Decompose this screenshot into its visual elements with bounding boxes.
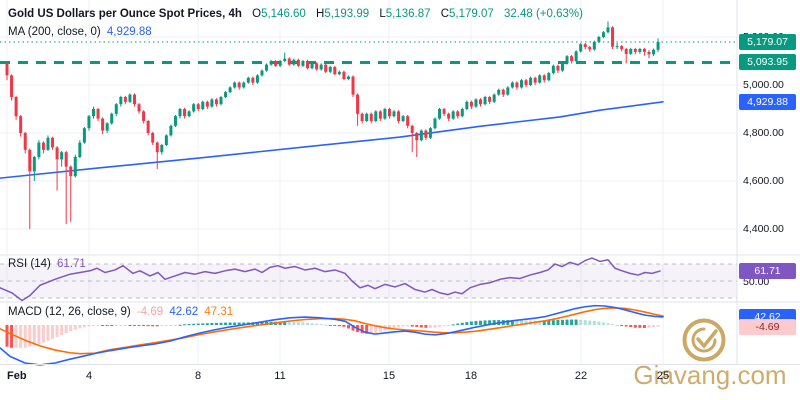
ma-price-badge: 4,929.88 (739, 93, 796, 110)
price-tick-label: 4,600.00 (743, 175, 784, 187)
high-label: H (316, 8, 325, 20)
macd-hist-value: -4.69 (136, 306, 164, 318)
ma-value: 4,929.88 (106, 26, 152, 38)
price-tick-label: 4,800.00 (743, 127, 784, 139)
macd-label: MACD (12, 26, close, 9) (8, 306, 131, 318)
close-label: C (440, 8, 449, 20)
rsi-label: RSI (14) (8, 258, 51, 270)
rsi-value-badge: 61.71 (739, 263, 796, 280)
low-label: L (379, 8, 386, 20)
time-tick-label: 25 (656, 370, 670, 382)
time-tick-label: 18 (464, 370, 478, 382)
alert-level-badge: 5,093.95 (739, 54, 796, 71)
ma-label: MA (200, close, 0) (8, 26, 101, 38)
time-tick-label: 11 (274, 370, 286, 382)
change-value: 32.48 (+0.63%) (503, 8, 583, 20)
time-tick-label: 22 (574, 370, 588, 382)
close-value: 5,179.07 (449, 8, 494, 20)
rsi-value: 61.71 (57, 258, 86, 270)
macd-line-value: 42.62 (169, 306, 199, 318)
macd-legend-row[interactable]: MACD (12, 26, close, 9) -4.69 42.62 47.3… (8, 306, 233, 318)
open-label: O (252, 8, 262, 20)
high-value: 5,193.99 (324, 8, 370, 20)
symbol-title: Gold US Dollars per Ounce Spot Prices, 4… (8, 8, 242, 20)
low-value: 5,136.87 (385, 8, 431, 20)
symbol-legend-row[interactable]: Gold US Dollars per Ounce Spot Prices, 4… (8, 8, 583, 20)
macd-signal-value: 47.31 (204, 306, 234, 318)
time-axis[interactable] (0, 365, 800, 400)
time-tick-label: 4 (85, 370, 93, 382)
time-tick-label: 15 (382, 370, 396, 382)
last-price-badge: 5,179.07 (739, 34, 796, 51)
price-tick-label: 5,000.00 (743, 79, 784, 91)
price-tick-label: 4,400.00 (743, 223, 784, 235)
time-tick-label: 8 (194, 370, 202, 382)
time-tick-label: Feb (7, 370, 27, 382)
ma-legend-row[interactable]: MA (200, close, 0) 4,929.88 (8, 26, 152, 38)
open-value: 5,146.60 (261, 8, 306, 20)
rsi-legend-row[interactable]: RSI (14) 61.71 (8, 258, 86, 270)
macd-hist-badge: -4.69 (739, 318, 796, 335)
